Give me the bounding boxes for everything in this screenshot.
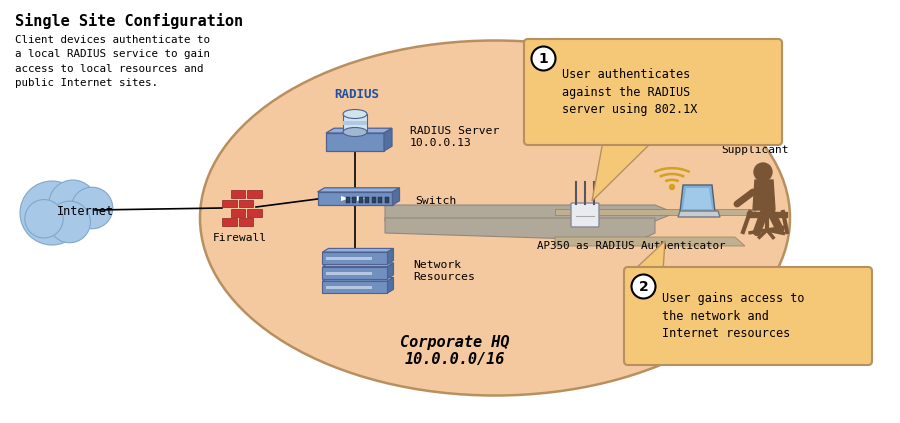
- Circle shape: [20, 181, 84, 245]
- Polygon shape: [322, 252, 388, 264]
- Bar: [238, 200, 253, 207]
- Bar: [222, 200, 237, 207]
- Bar: [327, 258, 372, 261]
- Polygon shape: [385, 218, 655, 241]
- Text: User authenticates
against the RADIUS
server using 802.1X: User authenticates against the RADIUS se…: [562, 68, 698, 116]
- Circle shape: [49, 180, 97, 228]
- Ellipse shape: [343, 110, 367, 118]
- Polygon shape: [592, 141, 653, 201]
- Polygon shape: [555, 209, 755, 215]
- Polygon shape: [318, 188, 400, 192]
- Polygon shape: [747, 212, 787, 217]
- Ellipse shape: [200, 41, 790, 396]
- Polygon shape: [326, 128, 392, 133]
- Polygon shape: [341, 196, 349, 201]
- Polygon shape: [322, 263, 393, 266]
- Circle shape: [532, 47, 555, 71]
- Polygon shape: [322, 248, 393, 252]
- FancyBboxPatch shape: [571, 203, 599, 227]
- Polygon shape: [680, 185, 715, 212]
- Polygon shape: [678, 211, 720, 217]
- Polygon shape: [392, 188, 400, 205]
- Polygon shape: [343, 114, 367, 132]
- Polygon shape: [388, 277, 393, 293]
- Bar: [384, 197, 389, 203]
- Circle shape: [71, 187, 112, 229]
- Text: AP350 as RADIUS Authenticator: AP350 as RADIUS Authenticator: [537, 241, 725, 251]
- Ellipse shape: [343, 127, 367, 137]
- Polygon shape: [633, 241, 665, 271]
- Bar: [378, 197, 382, 203]
- Bar: [247, 209, 262, 217]
- Text: User gains access to
the network and
Internet resources: User gains access to the network and Int…: [662, 292, 805, 340]
- Bar: [358, 197, 363, 203]
- Bar: [372, 197, 375, 203]
- FancyBboxPatch shape: [524, 39, 782, 145]
- Bar: [327, 272, 372, 275]
- Bar: [327, 286, 372, 289]
- Text: 2: 2: [639, 280, 648, 294]
- Bar: [346, 197, 349, 203]
- Polygon shape: [388, 263, 393, 278]
- Polygon shape: [326, 133, 384, 151]
- Polygon shape: [318, 192, 392, 205]
- Polygon shape: [683, 188, 712, 209]
- Text: 1: 1: [538, 52, 548, 66]
- Text: Firewall: Firewall: [213, 233, 267, 243]
- Text: Network
Resources: Network Resources: [413, 260, 475, 282]
- Bar: [238, 218, 253, 226]
- Text: RADIUS
Supplicant: RADIUS Supplicant: [721, 133, 788, 155]
- Circle shape: [670, 184, 674, 190]
- Text: RADIUS: RADIUS: [335, 88, 380, 101]
- Bar: [352, 197, 356, 203]
- Polygon shape: [753, 180, 775, 210]
- Polygon shape: [385, 205, 675, 221]
- Polygon shape: [555, 237, 745, 246]
- Text: RADIUS Server
10.0.0.13: RADIUS Server 10.0.0.13: [410, 126, 500, 148]
- Bar: [230, 190, 245, 198]
- Polygon shape: [322, 281, 388, 293]
- Circle shape: [49, 201, 90, 243]
- Text: Switch: Switch: [415, 196, 456, 206]
- Bar: [247, 190, 262, 198]
- Bar: [222, 218, 237, 226]
- Text: Client devices authenticate to
a local RADIUS service to gain
access to local re: Client devices authenticate to a local R…: [15, 35, 210, 88]
- Text: Single Site Configuration: Single Site Configuration: [15, 13, 243, 29]
- Circle shape: [632, 275, 655, 299]
- Polygon shape: [357, 196, 365, 201]
- FancyBboxPatch shape: [624, 267, 872, 365]
- Bar: [230, 209, 245, 217]
- Polygon shape: [322, 266, 388, 278]
- Bar: [365, 197, 369, 203]
- Polygon shape: [322, 277, 393, 281]
- Polygon shape: [388, 248, 393, 264]
- Circle shape: [25, 200, 63, 238]
- Text: Corporate HQ
10.0.0.0/16: Corporate HQ 10.0.0.0/16: [400, 335, 509, 367]
- Polygon shape: [343, 121, 367, 125]
- Circle shape: [754, 163, 772, 181]
- Polygon shape: [384, 128, 392, 151]
- Text: Internet: Internet: [57, 204, 113, 217]
